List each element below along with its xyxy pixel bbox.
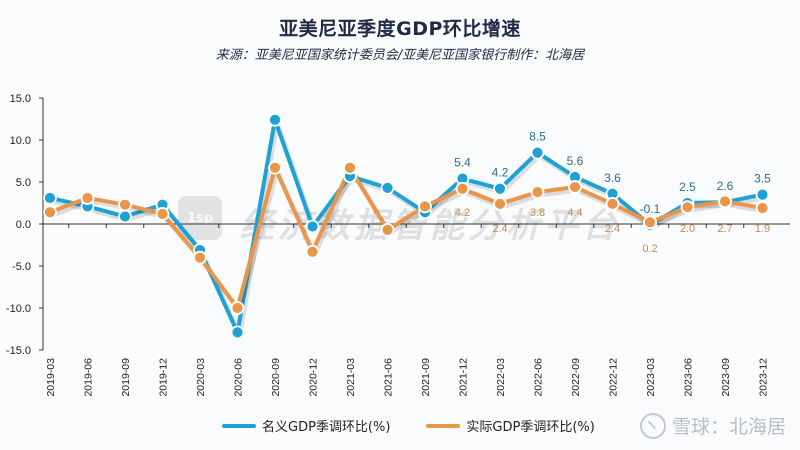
- real-data-point: [718, 194, 732, 209]
- series-1-shadow: [51, 168, 765, 314]
- x-tick-label: 2020-03: [195, 358, 207, 397]
- real-data-point: [155, 207, 170, 221]
- nominal-data-label: -0.1: [640, 202, 661, 216]
- x-tick-label: 2021-06: [383, 358, 395, 397]
- x-tick-label: 2019-12: [158, 358, 170, 397]
- y-tick-label: 10.0: [10, 135, 31, 147]
- y-tick-label: 5.0: [16, 177, 31, 189]
- nominal-data-point: [755, 187, 770, 202]
- real-data-point: [268, 160, 282, 175]
- nominal-data-point: [43, 191, 57, 205]
- real-data-label: 2.7: [717, 223, 732, 235]
- real-data-label: 2.4: [605, 223, 620, 235]
- nominal-data-label: 2.6: [717, 179, 734, 193]
- x-tick-label: 2020-06: [233, 358, 245, 397]
- brand-mark: 雪球：北海居: [640, 412, 786, 439]
- x-tick-label: 2022-12: [608, 358, 620, 397]
- y-tick-label: -5.0: [12, 261, 31, 273]
- x-tick-label: 2023-06: [683, 358, 695, 397]
- real-data-point: [305, 244, 320, 259]
- brand-text: 雪球：北海居: [672, 416, 787, 438]
- nominal-data-point: [380, 180, 395, 195]
- real-data-point: [43, 205, 57, 220]
- chart-title: 亚美尼亚季度GDP环比增速: [279, 18, 521, 40]
- x-tick-label: 2022-03: [495, 358, 507, 397]
- real-data-point: [643, 215, 657, 230]
- legend-item-real: 实际GDP季调环比(%): [426, 416, 595, 435]
- nominal-data-label: 5.4: [454, 156, 471, 170]
- real-data-point: [118, 197, 132, 212]
- real-data-point: [418, 199, 432, 214]
- real-data-point: [455, 181, 470, 196]
- nominal-data-point: [118, 209, 132, 224]
- real-data-point: [530, 185, 545, 199]
- snowball-logo-icon: [640, 412, 666, 439]
- chart-subtitle: 来源：亚美尼亚国家统计委员会/亚美尼亚国家银行制作：北海居: [215, 48, 585, 63]
- real-data-label: 4.2: [455, 207, 470, 219]
- real-data-label: 1.9: [755, 223, 770, 235]
- legend-swatch-nominal-icon: [222, 423, 256, 428]
- x-tick-label: 2021-12: [458, 358, 470, 397]
- nominal-data-label: 5.6: [567, 154, 584, 168]
- real-data-point: [380, 222, 395, 237]
- real-data-label: 2.4: [492, 223, 507, 235]
- chart-legend: 名义GDP季调环比(%) 实际GDP季调环比(%): [222, 416, 595, 435]
- real-data-point: [605, 196, 620, 211]
- real-data-point: [568, 180, 582, 194]
- real-data-point: [680, 200, 695, 215]
- real-data-point: [80, 191, 95, 205]
- x-tick-label: 2019-03: [45, 358, 57, 397]
- nominal-data-point: [268, 112, 282, 127]
- legend-label-nominal: 名义GDP季调环比(%): [262, 420, 391, 435]
- x-tick-label: 2022-09: [570, 358, 582, 397]
- nominal-data-label: 3.5: [754, 172, 771, 186]
- nominal-data-label: 3.6: [604, 171, 621, 185]
- x-tick-label: 2021-03: [345, 358, 357, 397]
- x-tick-label: 2020-12: [308, 358, 320, 397]
- nominal-data-point: [230, 325, 245, 340]
- real-data-label: 3.8: [530, 207, 545, 219]
- legend-label-real: 实际GDP季调环比(%): [466, 420, 595, 435]
- real-data-point: [493, 196, 507, 211]
- legend-item-nominal: 名义GDP季调环比(%): [222, 416, 390, 435]
- x-tick-label: 2019-09: [120, 358, 132, 397]
- x-tick-label: 2020-09: [270, 358, 282, 397]
- real-data-point: [230, 301, 245, 315]
- real-data-point: [755, 201, 770, 215]
- x-tick-label: 2023-09: [720, 358, 732, 397]
- y-tick-label: -15.0: [6, 345, 31, 357]
- series-0-shadow: [51, 120, 765, 338]
- line-chart: 15.0 10.0 5.0 0.0 -5.0 -10.0 -15.0 2019-03 2019-…: [6, 93, 790, 397]
- nominal-data-point: [530, 145, 545, 160]
- x-tick-label: 2023-12: [758, 358, 770, 397]
- nominal-data-point: [305, 219, 320, 234]
- nominal-data-point: [493, 181, 507, 196]
- y-tick-label: 0.0: [16, 219, 31, 231]
- real-data-point: [343, 160, 357, 175]
- real-gdp-line: [49, 165, 763, 310]
- nominal-data-label: 2.5: [679, 180, 696, 194]
- x-tick-label: 2022-06: [533, 358, 545, 397]
- nominal-data-label: 8.5: [529, 130, 546, 144]
- y-tick-label: -10.0: [6, 303, 31, 315]
- real-data-label: 4.4: [567, 207, 582, 219]
- x-tick-label: 2019-06: [83, 358, 95, 397]
- real-data-point: [193, 250, 207, 265]
- real-data-label: 0.2: [642, 243, 657, 255]
- y-tick-label: 15.0: [10, 93, 31, 105]
- nominal-data-label: 4.2: [492, 166, 509, 180]
- x-tick-label: 2021-09: [420, 358, 432, 397]
- legend-swatch-real-icon: [426, 423, 461, 428]
- real-data-label: 2.0: [680, 223, 695, 235]
- x-tick-label: 2023-03: [645, 358, 657, 397]
